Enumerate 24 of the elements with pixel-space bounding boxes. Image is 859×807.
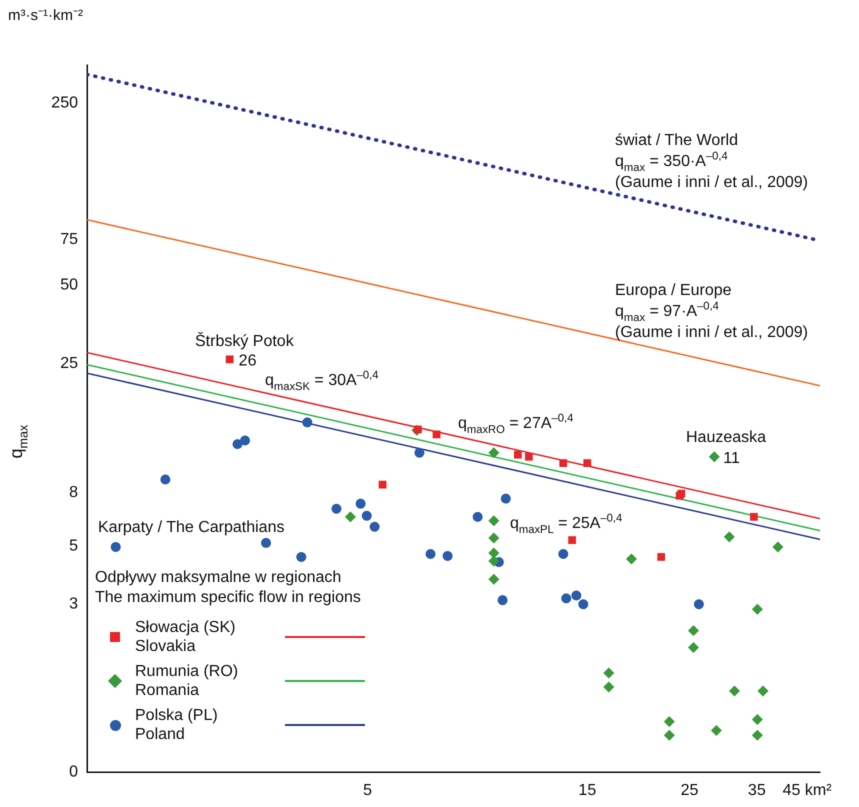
y-tick-label: 8 (69, 484, 78, 502)
x-tick-label: 35 (748, 782, 766, 800)
legend-label: Słowacja (SK) Slovakia (135, 618, 236, 656)
y-tick-label: 25 (60, 355, 78, 372)
annotation: Štrbský Potok (195, 332, 295, 350)
legend-label: Rumunia (RO) Romania (135, 662, 240, 700)
legend-label: Polska (PL) Poland (135, 706, 219, 744)
x-tick-label: 5 (363, 782, 372, 800)
annotation: Karpaty / The Carpathians (98, 519, 284, 536)
annotation: Hauzeaska (686, 429, 766, 446)
x-tick-label: 25 (680, 782, 699, 800)
text: m³·s⁻¹·km⁻² (8, 7, 83, 24)
data-label: 11 (723, 450, 740, 467)
y-tick-label: 0 (69, 763, 78, 780)
data-label: 26 (238, 352, 257, 370)
x-tick-label: 15 (578, 782, 596, 800)
y-tick-label: 3 (69, 595, 78, 612)
y-tick-label: 75 (60, 230, 78, 248)
x-tick-label: 45 km² (782, 782, 832, 800)
legend-title: Odpływy maksymalne w regionach The maximum specific flow in regions (95, 568, 362, 608)
y-axis-title: qmax (6, 424, 30, 458)
y-tick-label: 250 (51, 94, 78, 112)
y-tick-label: 50 (60, 276, 78, 294)
y-tick-label: 5 (69, 537, 78, 554)
